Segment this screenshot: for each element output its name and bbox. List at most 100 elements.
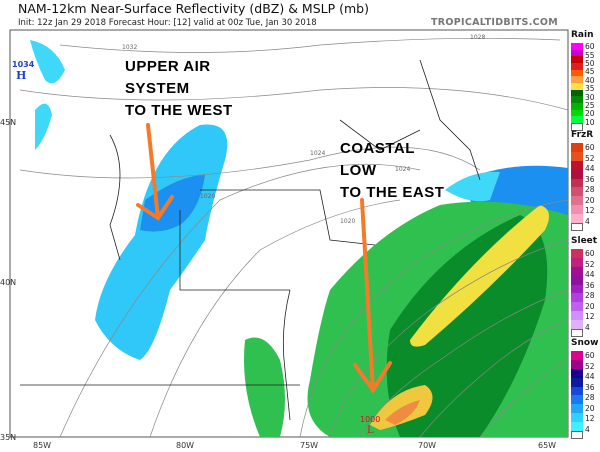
legend-label: 20 [585,403,595,413]
legend-swatch [571,205,583,215]
legend-swatch [571,214,583,224]
legend-label: 4 [585,424,590,434]
legend-swatch [571,89,583,97]
legend-swatch [571,266,583,277]
lon-label: 65W [538,441,557,450]
legend-swatch [571,249,583,259]
legend-label: 36 [585,382,595,392]
legend-swatch [571,275,583,286]
legend-label: 12 [585,206,595,216]
legend-label: 28 [585,393,595,403]
low-pressure-symbol: L [367,425,374,436]
arrow-west [136,123,174,221]
legend-label: 25 [585,101,595,110]
legend-label: 44 [585,164,595,174]
legend-swatch [571,368,583,379]
legend-swatch [571,123,583,131]
legend-swatch [571,160,583,171]
legend-swatch [571,329,583,337]
legend-label: 4 [585,322,590,332]
legend-swatch [571,302,583,312]
legend-swatch [571,377,583,388]
legend-swatch [571,83,583,91]
lat-label: 45N [0,118,17,127]
legend-label: 36 [585,174,595,184]
legend-swatch [571,431,583,439]
isobar-label: 1020 [200,193,216,200]
map-title: NAM-12km Near-Surface Reflectivity (dBZ)… [18,1,369,16]
annotation-arrows [136,123,392,394]
low-pressure-value: 1000 [360,415,381,424]
annotation-line: UPPER AIR [125,58,211,75]
map-subtitle: Init: 12z Jan 29 2018 Forecast Hour: [12… [18,18,317,28]
legend-swatch [571,257,583,268]
legend-label: 44 [585,270,595,280]
annotation-line: COASTAL [340,140,415,157]
legend-label: 28 [585,291,595,301]
legend-swatch [571,109,583,117]
legend-swatch [571,43,583,51]
annotation-coastal-low: COASTAL LOW TO THE EAST [340,138,444,204]
legend-label: 45 [585,67,595,77]
isobar-label: 1028 [470,34,486,41]
legend-label: 20 [585,195,595,205]
annotation-line: TO THE WEST [125,102,233,119]
legend-swatch [571,143,583,153]
legend-swatch [571,103,583,111]
legend-swatch [571,351,583,361]
legend-label: 28 [585,185,595,195]
legend-swatch [571,311,583,321]
annotation-upper-air: UPPER AIR SYSTEM TO THE WEST [125,56,233,122]
legend-label: 4 [585,216,590,226]
legend-title-snow: Snow [571,338,599,348]
legend-swatch [571,359,583,370]
legend-swatch [571,320,583,330]
isobar-label: 1024 [395,166,411,173]
legend-title-frzr: FrzR [571,130,594,140]
high-pressure-value: 1034 [12,60,35,69]
legend-swatch [571,116,583,124]
legend-label: 52 [585,259,595,269]
legend-swatch [571,284,583,294]
isobars [19,37,569,438]
legend-label: 52 [585,153,595,163]
legend-label: 35 [585,84,595,94]
legend-label: 20 [585,109,595,119]
lon-label: 85W [33,441,52,450]
legend-label: 40 [585,75,595,85]
legend-swatch [571,96,583,104]
legend-swatch [571,386,583,396]
legend-swatch [571,413,583,423]
legend-label: 60 [585,351,595,361]
legend-label: 60 [585,143,595,153]
isobar-label: 1032 [122,44,138,51]
legend-swatch [571,169,583,180]
legend-swatch [571,293,583,303]
legend-title-rain: Rain [571,30,594,40]
isobar-label: 1020 [340,218,356,225]
high-pressure-symbol: H [16,69,27,82]
lat-label: 40N [0,278,17,287]
legend-swatch [571,151,583,162]
legend-swatch [571,178,583,188]
legend-label: 12 [585,312,595,322]
legend-label: 36 [585,280,595,290]
legend-swatch [571,69,583,77]
annotation-line: SYSTEM [125,80,190,97]
legend-label: 50 [585,59,595,68]
state-borders [20,59,481,421]
annotation-line: LOW [340,162,377,179]
lat-label: 35N [0,433,17,442]
legend-swatch [571,56,583,64]
legend-swatch [571,76,583,84]
legend-swatch [571,395,583,405]
lon-label: 75W [300,441,319,450]
legend-label: 55 [585,50,595,60]
lon-label: 80W [176,441,195,450]
legend-label: 30 [585,92,595,102]
legend-swatch [571,422,583,432]
legend-label: 60 [585,249,595,259]
legend-label: 20 [585,301,595,311]
